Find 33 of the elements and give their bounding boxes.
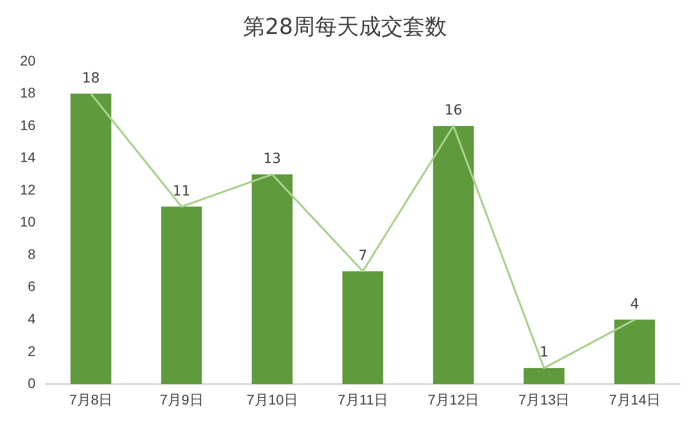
data-label: 13 [263,151,282,168]
y-tick-label: 6 [28,278,36,294]
bar [433,126,474,384]
y-tick-label: 20 [20,52,36,68]
bar [252,174,293,384]
bar [524,368,564,384]
bar [70,94,112,384]
y-tick-label: 0 [28,375,36,392]
x-tick-label: 7月8日 [69,391,113,408]
data-label: 18 [82,70,100,86]
x-tick-label: 7月9日 [160,391,204,408]
chart-title: 第28周每天成交套数 [243,14,447,40]
data-label: 11 [172,183,190,200]
y-tick-label: 18 [20,84,36,101]
data-label: 16 [444,102,462,119]
bar [161,206,202,384]
x-tick-label: 7月12日 [428,391,480,408]
bar [342,271,384,384]
bar [614,320,656,384]
data-label: 1 [540,344,549,361]
x-tick-label: 7月14日 [609,391,660,408]
x-tick-label: 7月13日 [518,391,570,408]
y-tick-label: 12 [20,181,36,198]
y-tick-label: 10 [20,214,36,230]
y-tick-label: 8 [28,246,36,262]
y-tick-label: 4 [28,310,36,326]
data-label: 7 [358,248,368,264]
x-tick-label: 7月10日 [246,391,298,408]
data-label: 4 [630,296,640,312]
y-tick-label: 2 [28,342,36,359]
y-tick-label: 16 [20,116,36,133]
y-tick-label: 14 [20,149,36,166]
x-tick-label: 7月11日 [338,391,388,408]
